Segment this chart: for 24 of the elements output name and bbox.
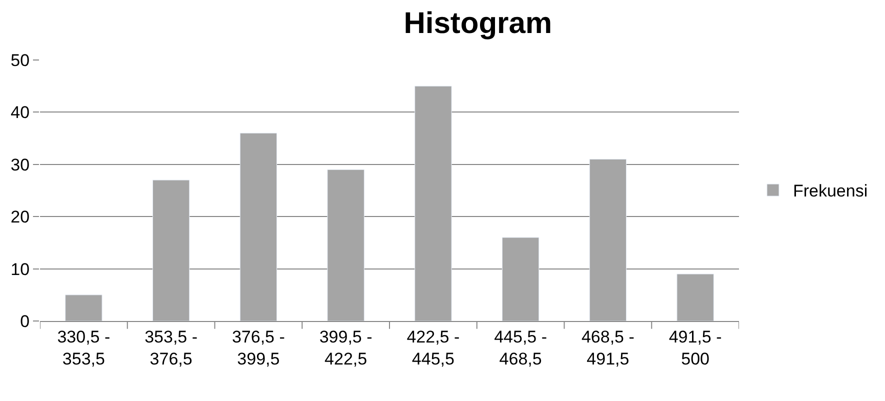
y-tick-label: 40 <box>10 103 30 122</box>
bar <box>589 158 627 321</box>
x-tick-label: 330,5 - 353,5 <box>57 327 110 368</box>
bar <box>240 132 278 321</box>
chart-title: Histogram <box>404 7 552 40</box>
x-tick-label: 445,5 - 468,5 <box>494 327 548 368</box>
bar <box>502 237 540 321</box>
x-tick-label: 468,5 - 491,5 <box>581 327 634 368</box>
bar <box>414 86 452 321</box>
y-tick-label: 50 <box>10 50 30 70</box>
x-tick-label: 376,5 - 399,5 <box>232 327 285 368</box>
x-tick-label: 353,5 - 376,5 <box>144 327 198 368</box>
x-tick-label: 399,5 - 422,5 <box>319 327 372 368</box>
y-tick-label: 30 <box>10 155 30 174</box>
bar <box>327 169 364 321</box>
y-tick-label: 20 <box>10 208 30 227</box>
bar <box>65 294 102 321</box>
x-tick-label: 422,5 - 445,5 <box>406 327 460 368</box>
legend-label: Frekuensi <box>792 182 868 201</box>
bar <box>152 180 190 321</box>
x-tick-label: 491,5 - 500 <box>668 327 722 368</box>
bar <box>676 274 714 321</box>
y-tick-label: 10 <box>10 260 30 279</box>
y-tick-label: 0 <box>20 312 30 331</box>
